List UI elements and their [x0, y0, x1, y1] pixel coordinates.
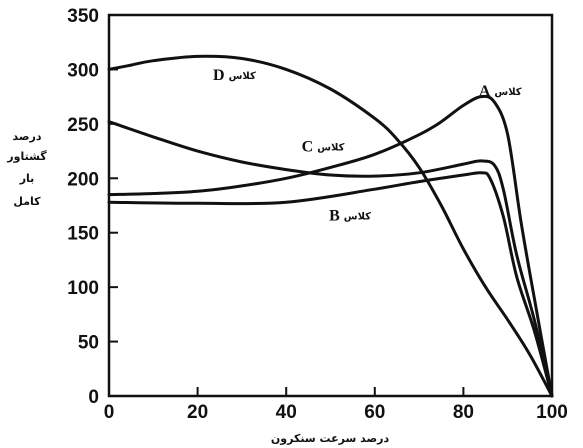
series-class-word: کلاس [344, 211, 371, 222]
x-tick-label: 0 [104, 402, 115, 423]
series-letter: D [213, 67, 225, 84]
x-tick-label: 100 [536, 402, 568, 423]
series-label-c: C کلاس [302, 139, 345, 156]
series-line-a [107, 94, 554, 398]
y-tick-label: 350 [67, 6, 99, 27]
x-tick-label: 40 [276, 402, 297, 423]
y-axis-title: درصد گشتاور بار کامل [6, 130, 47, 208]
plot-frame [107, 13, 554, 398]
y-axis-title-line: گشتاور [6, 150, 47, 163]
y-axis-title-line: بار [19, 172, 35, 185]
y-axis-title-line: کامل [13, 195, 41, 208]
series-label-d: D کلاس [213, 67, 256, 84]
series-letter: C [302, 139, 314, 156]
series-class-word: کلاس [317, 143, 344, 154]
y-tick-label: 300 [67, 60, 99, 81]
series-label-a: A کلاس [479, 83, 522, 100]
y-tick-label: 100 [67, 278, 99, 299]
series-class-word: کلاس [229, 71, 256, 82]
axes [107, 13, 554, 398]
series-line-c [107, 120, 554, 398]
series-line-d [107, 54, 554, 398]
y-axis-title-line: درصد [13, 130, 42, 143]
x-tick-label: 20 [187, 402, 208, 423]
series-letter: B [329, 207, 340, 224]
tick-labels: 0 50 100 150 200 250 300 350 0 20 40 60 80 100 [67, 6, 568, 423]
x-tick-label: 80 [453, 402, 474, 423]
y-tick-label: 0 [88, 387, 99, 408]
series-label-b: B کلاس [329, 207, 371, 224]
series-lines [107, 54, 554, 398]
y-tick-label: 250 [67, 115, 99, 136]
y-tick-label: 150 [67, 224, 99, 245]
series-class-word: کلاس [494, 87, 521, 98]
y-tick-label: 50 [78, 333, 99, 354]
series-line-b [107, 171, 554, 398]
y-tick-label: 200 [67, 169, 99, 190]
x-axis-title: درصد سرعت سنکرون [271, 432, 390, 445]
x-tick-label: 60 [364, 402, 385, 423]
series-letter: A [479, 83, 491, 100]
